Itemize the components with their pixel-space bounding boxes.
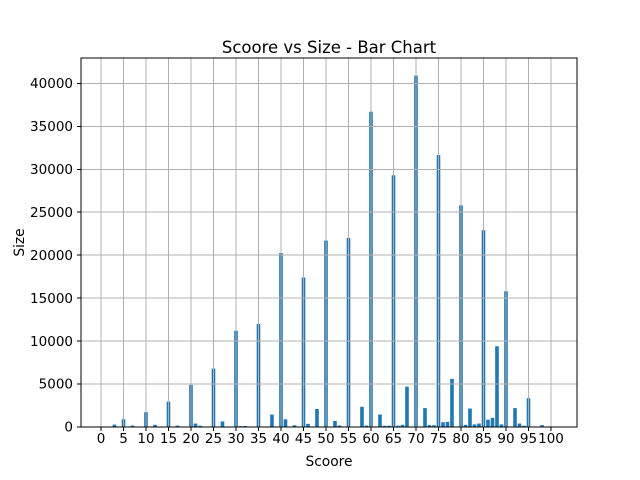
- x-tick-label: 15: [160, 431, 177, 447]
- bar: [522, 425, 526, 427]
- bar: [193, 423, 198, 427]
- y-tick-label: 5000: [39, 377, 73, 393]
- bar: [198, 425, 202, 427]
- x-tick-label: 5: [119, 431, 128, 447]
- y-tick-label: 25000: [30, 205, 73, 221]
- bar: [220, 421, 225, 427]
- bar: [463, 424, 468, 427]
- chart-title: Scoore vs Size - Bar Chart: [222, 38, 437, 57]
- y-tick-label: 10000: [30, 334, 73, 350]
- bar: [333, 420, 337, 427]
- bar: [360, 406, 364, 427]
- bar: [112, 424, 117, 427]
- bar: [387, 425, 391, 427]
- gridlines: [81, 58, 577, 428]
- x-tick-label: 55: [340, 431, 357, 447]
- x-tick-label: 75: [430, 431, 447, 447]
- bar: [405, 386, 409, 427]
- y-tick-label: 15000: [30, 291, 73, 307]
- bar: [517, 423, 522, 427]
- bar: [490, 417, 495, 427]
- x-tick-label: 10: [137, 431, 154, 447]
- bar: [337, 425, 342, 427]
- bar: [175, 425, 180, 427]
- bar: [396, 425, 400, 427]
- bar: [364, 425, 369, 427]
- bar: [243, 425, 247, 427]
- bar: [432, 425, 436, 427]
- bar: [468, 408, 472, 427]
- bar: [400, 424, 405, 427]
- bar: [477, 423, 481, 427]
- x-tick-label: 0: [97, 431, 106, 447]
- bar: [306, 423, 310, 427]
- y-tick-label: 0: [64, 420, 73, 436]
- x-tick-label: 45: [295, 431, 312, 447]
- bar: [441, 422, 445, 427]
- bar: [450, 378, 454, 427]
- axes: [80, 57, 578, 428]
- bar: [270, 414, 274, 427]
- bar: [540, 425, 544, 427]
- bar: [499, 424, 504, 427]
- x-tick-label: 35: [250, 431, 267, 447]
- tick-marks: [77, 82, 552, 431]
- x-tick-label: 65: [385, 431, 402, 447]
- bar: [486, 419, 490, 427]
- y-tick-label: 35000: [30, 119, 73, 135]
- x-tick-label: 70: [407, 431, 424, 447]
- y-tick-labels: 0 5000 10000 15000 20000 25000 30000 35000 40000: [30, 76, 73, 436]
- bar: [283, 419, 288, 427]
- bar: [292, 425, 297, 427]
- x-tick-label: 25: [205, 431, 222, 447]
- x-tick-label: 50: [317, 431, 334, 447]
- y-tick-label: 30000: [30, 162, 73, 178]
- x-tick-label: 20: [182, 431, 199, 447]
- x-tick-label: 85: [475, 431, 492, 447]
- plot-border: [80, 57, 578, 428]
- y-tick-label: 40000: [30, 76, 73, 92]
- x-tick-label: 100: [538, 431, 564, 447]
- x-tick-label: 90: [497, 431, 514, 447]
- x-tick-label: 60: [362, 431, 379, 447]
- x-tick-label: 40: [272, 431, 289, 447]
- x-tick-label: 95: [520, 431, 537, 447]
- bar: [495, 346, 499, 427]
- y-axis-label: Size: [12, 228, 28, 256]
- bar: [513, 408, 517, 427]
- bar: [153, 424, 157, 427]
- bar: [472, 424, 477, 427]
- y-tick-label: 20000: [30, 248, 73, 264]
- x-axis-label: Scoore: [305, 454, 352, 470]
- x-tick-label: 30: [227, 431, 244, 447]
- bar: [315, 408, 319, 427]
- bar: [427, 425, 432, 427]
- bar: [378, 414, 382, 427]
- bars: [112, 75, 544, 428]
- bar: [382, 425, 387, 427]
- bar: [130, 425, 135, 427]
- x-tick-label: 80: [452, 431, 469, 447]
- bar: [423, 408, 427, 427]
- x-tick-labels: 0 5 10 15 20 25 30 35 40 45 50 55 60 65 70 75 80 85 90 95 10…: [97, 431, 564, 447]
- bar: [445, 421, 450, 427]
